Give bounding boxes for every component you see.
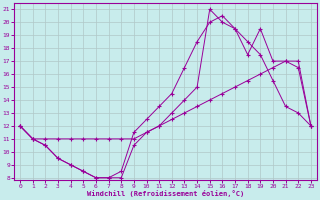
X-axis label: Windchill (Refroidissement éolien,°C): Windchill (Refroidissement éolien,°C) <box>87 190 244 197</box>
